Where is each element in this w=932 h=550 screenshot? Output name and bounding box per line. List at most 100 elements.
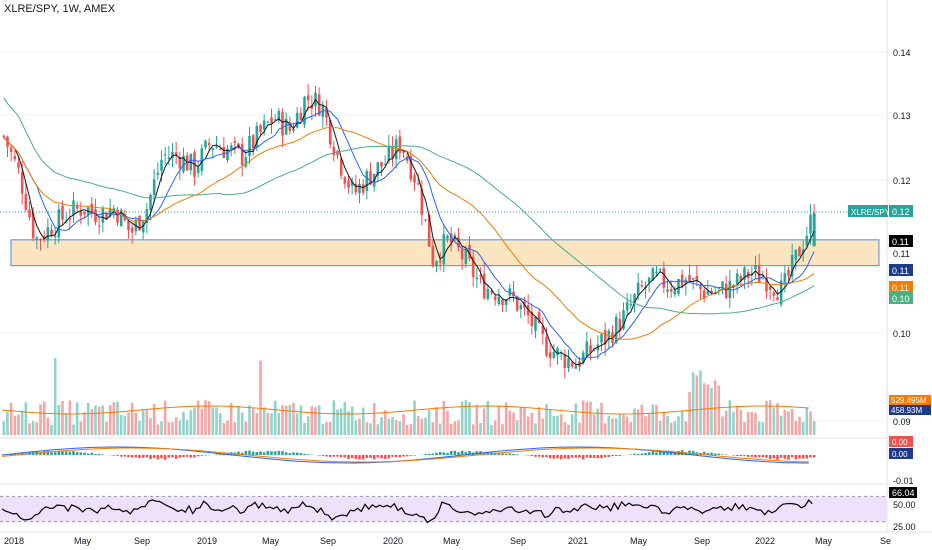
macd-histogram-bar — [182, 455, 185, 458]
candle — [108, 208, 112, 217]
volume-bar — [552, 416, 556, 435]
time-tick-label: May — [630, 536, 648, 546]
macd-histogram-bar — [350, 455, 354, 459]
macd-histogram-bar — [739, 455, 743, 457]
volume-bar — [504, 402, 508, 435]
price-tag-label: 0.11 — [892, 237, 909, 247]
price-tick-label: 0.10 — [893, 329, 911, 339]
macd-histogram-bar — [13, 453, 17, 455]
candle — [336, 151, 339, 156]
macd-histogram-bar — [53, 452, 57, 455]
macd-histogram-bar — [9, 454, 13, 455]
candle — [504, 299, 508, 306]
volume-bar — [596, 408, 600, 435]
volume-bar — [501, 424, 504, 435]
volume-bar — [416, 415, 420, 435]
macd-histogram-bar — [790, 455, 794, 458]
candle — [424, 219, 427, 221]
candle — [640, 284, 644, 287]
macd-histogram-bar — [240, 452, 244, 455]
candle — [647, 277, 651, 283]
volume-bar — [446, 410, 449, 435]
volume-bar — [167, 422, 171, 435]
macd-histogram-bar — [567, 455, 570, 459]
candle — [2, 135, 6, 137]
time-tick-label: 2021 — [568, 536, 588, 546]
macd-histogram-bar — [435, 452, 438, 455]
macd-histogram-bar — [805, 455, 809, 459]
ma-line-mid — [3, 109, 815, 360]
macd-histogram-bar — [156, 455, 160, 460]
candle — [508, 288, 512, 296]
macd-histogram-bar — [812, 455, 816, 458]
candle — [292, 129, 295, 131]
macd-histogram-bar — [39, 452, 42, 455]
volume-bar — [754, 412, 757, 435]
macd-histogram-bar — [757, 455, 761, 458]
volume-bar — [449, 423, 453, 435]
candle — [471, 256, 475, 278]
candle — [563, 354, 567, 369]
macd-histogram-bar — [556, 455, 559, 459]
macd-histogram-bar — [460, 450, 464, 455]
macd-histogram-bar — [592, 455, 596, 459]
macd-histogram-bar — [438, 451, 442, 455]
volume-bar — [211, 407, 215, 435]
macd-histogram-bar — [138, 455, 141, 459]
candle — [281, 112, 284, 136]
candle — [325, 108, 328, 118]
volume-bar — [790, 408, 794, 435]
candle — [215, 146, 218, 148]
volume-bar — [64, 412, 68, 435]
volume-bar — [413, 400, 416, 435]
candle — [277, 110, 281, 121]
time-tick-label: Sep — [320, 536, 336, 546]
macd-histogram-bar — [361, 455, 365, 460]
candle — [68, 218, 72, 220]
macd-histogram-bar — [325, 455, 328, 457]
volume-bar — [677, 416, 680, 435]
macd-histogram-bar — [130, 455, 134, 458]
volume-bar — [431, 422, 435, 435]
volume-bar — [68, 400, 72, 435]
volume-bar — [684, 421, 688, 435]
candle — [655, 271, 658, 273]
macd-histogram-bar — [618, 455, 622, 456]
volume-bar — [347, 411, 350, 435]
candle — [145, 209, 149, 223]
candle — [680, 274, 684, 287]
macd-histogram-bar — [640, 453, 644, 455]
macd-histogram-bar — [754, 455, 757, 458]
candle — [724, 283, 728, 298]
macd-histogram-bar — [372, 455, 376, 460]
candle — [317, 94, 321, 116]
candle — [475, 277, 479, 280]
macd-histogram-bar — [526, 455, 530, 456]
candle — [805, 235, 809, 246]
volume-bar — [336, 409, 339, 435]
candle — [138, 216, 141, 231]
candle — [141, 221, 145, 233]
volume-bar — [662, 412, 666, 435]
macd-histogram-bar — [647, 452, 651, 455]
candle — [383, 164, 387, 166]
volume-bar — [625, 416, 629, 435]
volume-bar — [178, 420, 182, 435]
volume-bar — [794, 421, 798, 435]
volume-bar — [724, 410, 728, 435]
price-tick-label: 0.14 — [893, 48, 911, 58]
macd-histogram-bar — [721, 454, 724, 455]
candle — [46, 227, 50, 241]
volume-bar — [581, 400, 585, 435]
macd-histogram-bar — [776, 455, 779, 460]
volume-bar — [369, 423, 372, 435]
macd-histogram-bar — [713, 453, 717, 455]
volume-bar — [6, 411, 9, 435]
macd-histogram-bar — [512, 453, 515, 455]
macd-histogram-bar — [127, 455, 130, 458]
volume-tag-label: 458.93M — [891, 406, 922, 415]
candle — [636, 282, 640, 296]
macd-histogram-bar — [468, 450, 471, 455]
candle — [702, 290, 706, 299]
